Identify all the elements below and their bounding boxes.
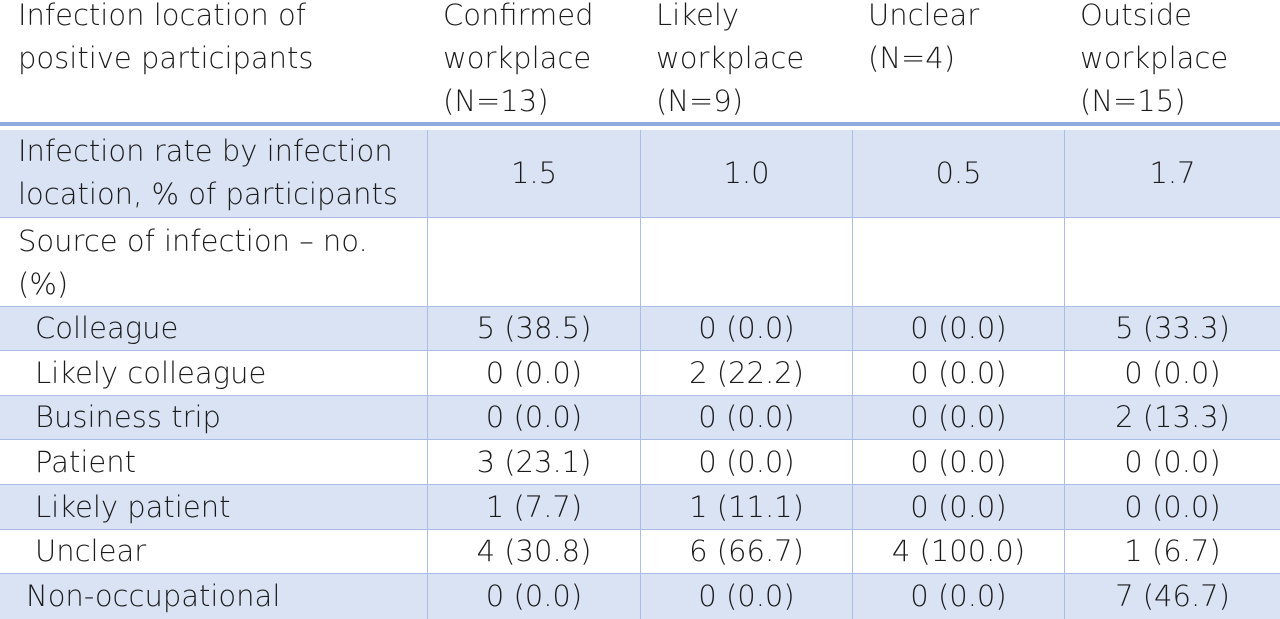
row-label: Likely patient [35, 489, 231, 524]
table-cell: 0 (0.0) [427, 574, 640, 619]
table-row: Non-occupational 0 (0.0) 0 (0.0) 0 (0.0)… [0, 573, 1280, 619]
table-cell: 4 (30.8) [427, 530, 640, 573]
row-label: Likely colleague [35, 355, 267, 390]
table-cell: 0 (0.0) [1064, 485, 1280, 529]
table-cell-empty [427, 218, 640, 306]
table-cell: 0 (0.0) [852, 440, 1064, 484]
table-cell: 1.7 [1064, 130, 1280, 217]
table-cell: 0 (0.0) [427, 351, 640, 395]
header-infection-location: Infection location of positive participa… [18, 0, 314, 75]
header-unclear: Unclear (N=4) [868, 0, 980, 75]
table-cell: 2 (13.3) [1064, 396, 1280, 439]
table-row-infection-rate: Infection rate by infection location, % … [0, 130, 1280, 217]
table-cell: 0 (0.0) [1064, 351, 1280, 395]
table-cell: 1 (7.7) [427, 485, 640, 529]
table-header: Infection location of positive participa… [0, 0, 1280, 126]
table-cell: 0 (0.0) [640, 396, 852, 439]
table-cell: 1 (11.1) [640, 485, 852, 529]
table-cell: 0 (0.0) [640, 574, 852, 619]
table-cell: 0 (0.0) [852, 307, 1064, 350]
table-cell: 0 (0.0) [1064, 440, 1280, 484]
header-likely-workplace: Likely workplace (N=9) [656, 0, 805, 118]
table-row: Unclear 4 (30.8) 6 (66.7) 4 (100.0) 1 (6… [0, 529, 1280, 573]
table-cell: 5 (33.3) [1064, 307, 1280, 350]
header-outside-workplace: Outside workplace (N=15) [1080, 0, 1229, 118]
table-row: Likely patient 1 (7.7) 1 (11.1) 0 (0.0) … [0, 484, 1280, 529]
table-cell-empty [640, 218, 852, 306]
row-label: Business trip [35, 400, 221, 434]
table-cell: 7 (46.7) [1064, 574, 1280, 619]
table-row: Colleague 5 (38.5) 0 (0.0) 0 (0.0) 5 (33… [0, 306, 1280, 350]
table-row: Likely colleague 0 (0.0) 2 (22.2) 0 (0.0… [0, 350, 1280, 395]
table-cell: 1.5 [427, 130, 640, 217]
row-label: Infection rate by infection location, % … [18, 134, 399, 211]
row-label: Patient [35, 444, 136, 479]
table-cell: 0.5 [852, 130, 1064, 217]
table-cell: 6 (66.7) [640, 530, 852, 573]
table-cell: 0 (0.0) [852, 574, 1064, 619]
table-cell: 4 (100.0) [852, 530, 1064, 573]
row-label: Source of infection – no. (%) [18, 224, 368, 301]
table-cell: 0 (0.0) [852, 396, 1064, 439]
table-cell: 0 (0.0) [640, 440, 852, 484]
table-cell: 1 (6.7) [1064, 530, 1280, 573]
table-cell-empty [1064, 218, 1280, 306]
header-confirmed-workplace: Confirmed workplace (N=13) [443, 0, 594, 118]
row-label: Non-occupational [26, 579, 281, 613]
table-cell: 1.0 [640, 130, 852, 217]
table-cell: 5 (38.5) [427, 307, 640, 350]
table-cell: 2 (22.2) [640, 351, 852, 395]
table-cell: 3 (23.1) [427, 440, 640, 484]
table-cell: 0 (0.0) [852, 351, 1064, 395]
table-cell-empty [852, 218, 1064, 306]
table-row-source-heading: Source of infection – no. (%) [0, 217, 1280, 306]
table-row: Patient 3 (23.1) 0 (0.0) 0 (0.0) 0 (0.0) [0, 439, 1280, 484]
row-label: Colleague [35, 311, 179, 345]
table-cell: 0 (0.0) [640, 307, 852, 350]
table-cell: 0 (0.0) [427, 396, 640, 439]
table-cell: 0 (0.0) [852, 485, 1064, 529]
row-label: Unclear [35, 534, 147, 568]
table-row: Business trip 0 (0.0) 0 (0.0) 0 (0.0) 2 … [0, 395, 1280, 439]
